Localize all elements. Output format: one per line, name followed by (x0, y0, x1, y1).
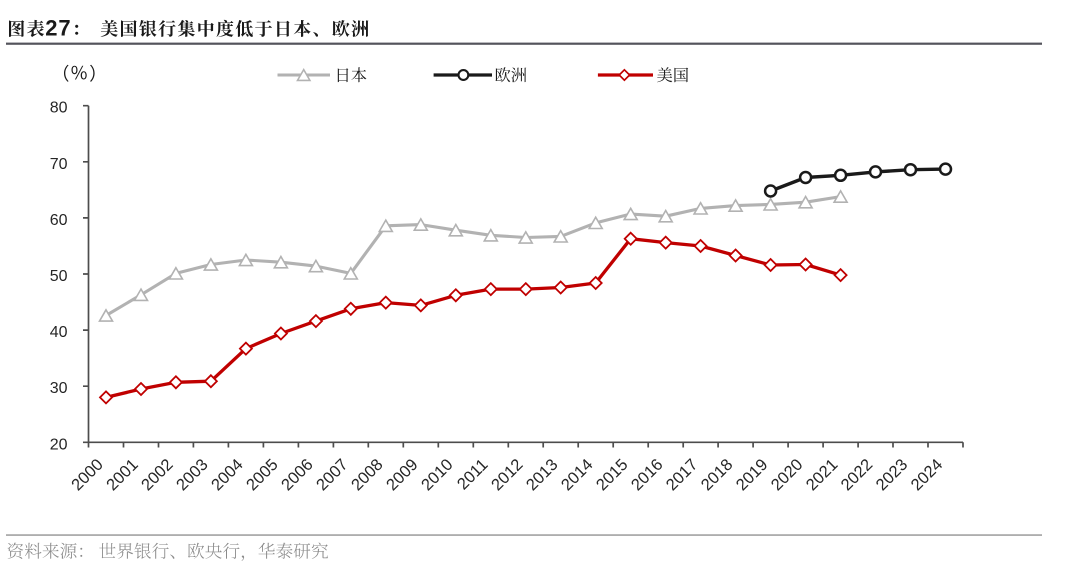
svg-text:30: 30 (50, 380, 68, 397)
svg-text:70: 70 (50, 156, 68, 173)
svg-text:40: 40 (50, 324, 68, 341)
svg-text:20: 20 (50, 436, 68, 453)
svg-text:50: 50 (50, 268, 68, 285)
svg-text:60: 60 (50, 212, 68, 229)
svg-text:80: 80 (50, 100, 68, 117)
svg-text:27: 27 (45, 15, 71, 40)
